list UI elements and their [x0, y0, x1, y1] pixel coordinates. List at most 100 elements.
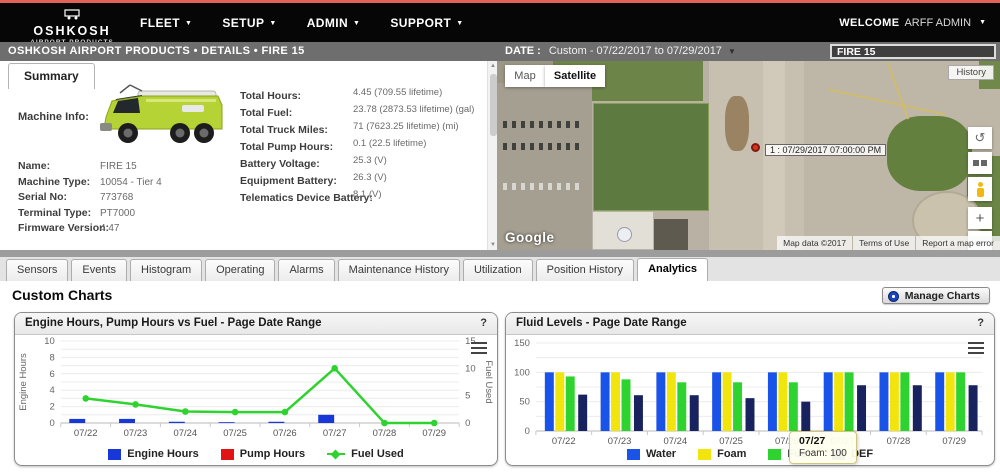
zoom-in-button[interactable]: + [968, 207, 992, 229]
tab-alarms[interactable]: Alarms [278, 259, 335, 281]
svg-text:15: 15 [465, 336, 476, 347]
tab-sensors[interactable]: Sensors [6, 259, 69, 281]
tab-events[interactable]: Events [71, 259, 127, 281]
chart-canvas: 0 2 4 6 8 10 0 5 10 15 Engine Hours Fuel Used 07/22 0… [18, 336, 494, 439]
chart-title: Engine Hours, Pump Hours vs Fuel - Page … [25, 317, 322, 329]
legend-item-fuel-used[interactable]: Fuel Used [327, 448, 404, 460]
nav-admin[interactable]: ADMIN ▼ [307, 16, 361, 30]
stat-label: Total Fuel: [240, 107, 293, 119]
legend-item-water[interactable]: Water [626, 448, 676, 460]
summary-section: Summary Machine Info: Name: FIRE 15 Machin… [0, 61, 1000, 250]
tilt-icon[interactable] [968, 152, 992, 174]
tab-analytics[interactable]: Analytics [637, 258, 708, 282]
tab-utilization[interactable]: Utilization [462, 259, 533, 281]
user-menu[interactable]: WELCOME ARFF ADMIN ▼ [839, 3, 986, 42]
map-terrain [593, 103, 709, 211]
scroll-down-icon[interactable]: ▼ [490, 242, 496, 248]
search-input[interactable] [830, 44, 996, 59]
nav-support[interactable]: SUPPORT ▼ [390, 16, 463, 30]
map-view[interactable]: Map Satellite History 1 : 07/29/2017 07:… [497, 61, 1000, 250]
map-terrain [725, 96, 749, 151]
map-marker[interactable] [751, 143, 760, 152]
legend-label: Foam [717, 448, 747, 460]
stat-label: Equipment Battery: [240, 175, 337, 187]
map-type-satellite-button[interactable]: Satellite [545, 65, 605, 87]
legend-item-engine-hours[interactable]: Engine Hours [108, 448, 199, 460]
legend-swatch [768, 448, 782, 460]
analytics-header: Custom Charts Manage Charts [0, 281, 1000, 312]
logo-truck-icon [64, 9, 80, 20]
google-logo[interactable]: Google [505, 230, 555, 245]
summary-field-row: Terminal Type: PT7000 [18, 203, 162, 219]
summary-scrollbar[interactable]: ▲ ▼ [487, 61, 497, 250]
chart-panel-header: Engine Hours, Pump Hours vs Fuel - Page … [15, 313, 497, 335]
chart-legend: WaterFoamFuelDEF [506, 448, 994, 460]
svg-text:10: 10 [465, 363, 476, 374]
legend-item-pump-hours[interactable]: Pump Hours [220, 448, 305, 460]
nav-setup[interactable]: SETUP ▼ [222, 16, 276, 30]
oshkosh-logo[interactable]: OSHKOSH AIRPORT PRODUCTS [22, 7, 122, 46]
date-range-picker[interactable]: DATE : Custom - 07/22/2017 to 07/29/2017 ▼ [505, 45, 736, 57]
pegman-icon[interactable] [968, 177, 992, 201]
chart-tooltip: 07/27 Foam: 100 [789, 431, 857, 464]
tab-position-history[interactable]: Position History [535, 259, 635, 281]
svg-text:2: 2 [50, 402, 55, 413]
rotate-icon[interactable]: ↺ [968, 127, 992, 149]
caret-down-icon: ▼ [269, 19, 277, 27]
nav-fleet[interactable]: FLEET ▼ [140, 16, 192, 30]
stat-value: 8.1 (V) [353, 189, 382, 200]
manage-charts-button[interactable]: Manage Charts [881, 287, 990, 304]
stat-value: 26.3 (V) [353, 172, 387, 183]
machine-info-label: Machine Info: [18, 111, 89, 123]
scroll-up-icon[interactable]: ▲ [490, 63, 496, 69]
svg-text:07/24: 07/24 [663, 436, 687, 447]
chart-menu-icon[interactable] [968, 342, 984, 357]
svg-text:07/25: 07/25 [223, 428, 247, 439]
tab-histogram[interactable]: Histogram [130, 259, 203, 281]
date-value: Custom - 07/22/2017 to 07/29/2017 [548, 45, 722, 57]
map-terrain [503, 143, 583, 150]
map-data-credit: Map data ©2017 [777, 236, 853, 250]
tab-summary[interactable]: Summary [8, 63, 95, 89]
caret-down-icon: ▼ [979, 19, 986, 26]
svg-text:07/29: 07/29 [422, 428, 446, 439]
chart-panel-fluid-levels: Fluid Levels - Page Date Range ? 0 50 100 1… [505, 312, 995, 466]
svg-text:100: 100 [514, 367, 530, 378]
svg-text:5: 5 [465, 391, 470, 402]
map-terrain [887, 116, 972, 191]
history-button[interactable]: History [948, 65, 994, 80]
tab-maintenance-history[interactable]: Maintenance History [337, 259, 460, 281]
map-terrain [497, 83, 592, 250]
welcome-label: WELCOME [839, 16, 900, 29]
summary-field-row: Serial No: 773768 [18, 187, 162, 203]
field-label: Firmware Version: [18, 222, 110, 234]
svg-text:07/23: 07/23 [124, 428, 148, 439]
field-value: 10054 - Tier 4 [100, 176, 162, 188]
section-divider [0, 250, 1000, 257]
page-title: Custom Charts [12, 287, 113, 303]
help-icon[interactable]: ? [480, 317, 487, 329]
stat-row: Total Pump Hours: 0.1 (22.5 lifetime) [240, 137, 485, 154]
help-icon[interactable]: ? [977, 317, 984, 329]
legend-swatch [220, 448, 234, 460]
stat-row: Telematics Device Battery: 8.1 (V) [240, 188, 485, 205]
legend-item-foam[interactable]: Foam [698, 448, 746, 460]
main-nav: FLEET ▼ SETUP ▼ ADMIN ▼ SUPPORT ▼ [140, 3, 494, 42]
chart-panel-header: Fluid Levels - Page Date Range ? [506, 313, 994, 335]
tab-operating[interactable]: Operating [205, 259, 276, 281]
legend-swatch [698, 448, 712, 460]
stat-row: Battery Voltage: 25.3 (V) [240, 154, 485, 171]
terms-of-use-link[interactable]: Terms of Use [853, 236, 916, 250]
chart-menu-icon[interactable] [471, 342, 487, 357]
scrollbar-thumb[interactable] [489, 74, 497, 136]
svg-text:8: 8 [50, 352, 55, 363]
map-type-map-button[interactable]: Map [505, 65, 545, 87]
map-building [654, 219, 688, 250]
svg-text:07/26: 07/26 [273, 428, 297, 439]
report-map-error-link[interactable]: Report a map error [916, 236, 1000, 250]
nav-label: FLEET [140, 15, 180, 30]
stat-label: Battery Voltage: [240, 158, 320, 170]
nav-label: SUPPORT [390, 15, 452, 30]
field-label: Name: [18, 160, 51, 172]
